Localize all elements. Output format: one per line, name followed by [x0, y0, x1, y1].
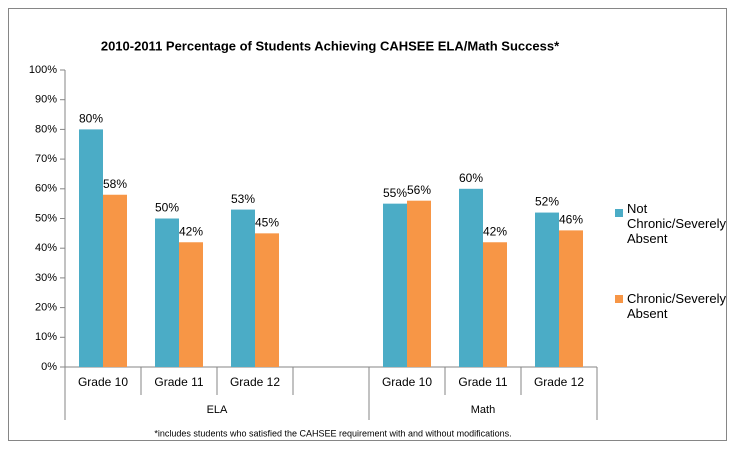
- bar: [535, 212, 559, 367]
- bar: [231, 209, 255, 367]
- bar: [155, 218, 179, 367]
- group-label: ELA: [207, 404, 228, 416]
- bar: [79, 129, 103, 367]
- bar: [483, 242, 507, 367]
- bar: [179, 242, 203, 367]
- data-label: 56%: [407, 183, 431, 197]
- y-tick-label: 90%: [35, 94, 57, 106]
- y-tick-label: 50%: [35, 212, 57, 224]
- data-label: 45%: [255, 216, 279, 230]
- y-tick-label: 60%: [35, 183, 57, 195]
- bar: [559, 230, 583, 367]
- bar: [103, 194, 127, 367]
- data-label: 52%: [535, 195, 559, 209]
- y-tick-label: 100%: [29, 64, 57, 76]
- chart-title: 2010-2011 Percentage of Students Achievi…: [101, 38, 560, 53]
- data-label: 42%: [483, 224, 507, 238]
- legend-label: Chronic/Severely Absent: [627, 291, 726, 321]
- bar: [407, 200, 431, 367]
- data-label: 58%: [103, 177, 127, 191]
- data-label: 46%: [559, 213, 583, 227]
- bar: [383, 203, 407, 367]
- x-tick-label: Grade 12: [230, 375, 280, 389]
- y-tick-label: 20%: [35, 302, 57, 314]
- data-label: 50%: [155, 201, 179, 215]
- x-tick-label: Grade 11: [154, 375, 203, 389]
- y-tick-label: 70%: [35, 153, 57, 165]
- bar: [255, 233, 279, 367]
- bar: [459, 188, 483, 367]
- x-tick-label: Grade 12: [534, 375, 584, 389]
- data-label: 80%: [79, 112, 103, 126]
- y-tick-label: 40%: [35, 242, 57, 254]
- chart-border: [8, 8, 727, 441]
- footnote: *includes students who satisfied the CAH…: [154, 428, 511, 438]
- legend-entry: Not Chronic/Severely Absent: [627, 201, 726, 246]
- legend-entry: Chronic/Severely Absent: [627, 291, 726, 321]
- y-tick-label: 10%: [35, 331, 57, 343]
- group-label: Math: [471, 404, 495, 416]
- x-tick-label: Grade 10: [382, 375, 432, 389]
- x-tick-label: Grade 10: [78, 375, 128, 389]
- legend-label: Not Chronic/Severely Absent: [627, 201, 726, 246]
- legend-swatch: [615, 295, 623, 303]
- y-tick-label: 80%: [35, 123, 57, 135]
- x-tick-label: Grade 11: [458, 375, 507, 389]
- data-label: 53%: [231, 192, 255, 206]
- data-label: 55%: [383, 186, 407, 200]
- y-tick-label: 30%: [35, 272, 57, 284]
- y-tick-label: 0%: [41, 361, 57, 373]
- data-label: 60%: [459, 171, 483, 185]
- data-label: 42%: [179, 224, 203, 238]
- legend-swatch: [615, 209, 623, 217]
